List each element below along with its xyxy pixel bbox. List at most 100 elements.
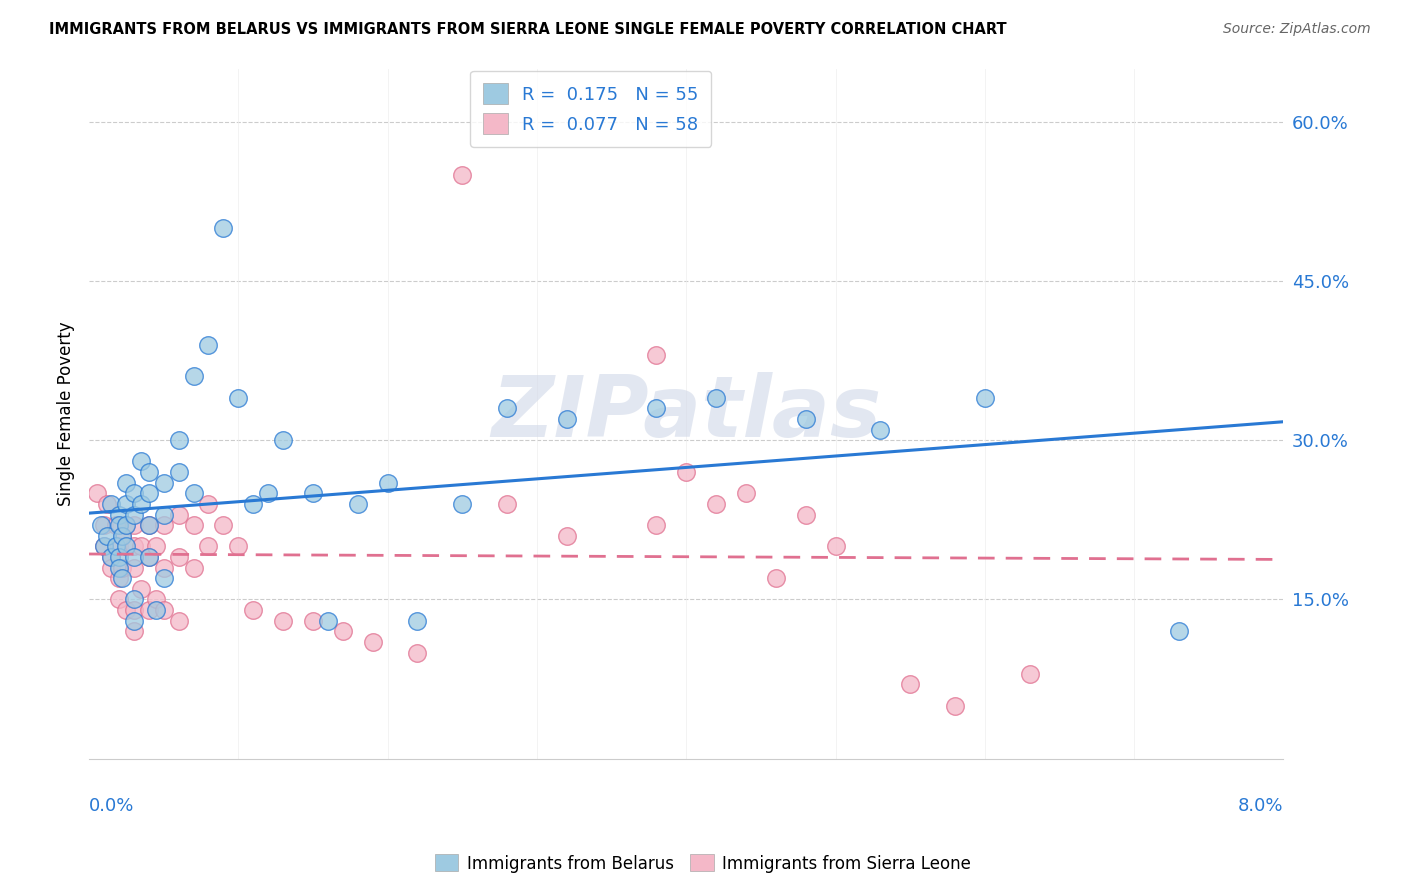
Point [152, 571, 174, 585]
Point [122, 518, 145, 533]
Point [138, 549, 160, 564]
Point [86, 486, 108, 500]
Point [228, 391, 250, 405]
Point [406, 614, 429, 628]
Point [152, 518, 174, 533]
Point [115, 497, 138, 511]
Point [145, 603, 167, 617]
Point [122, 624, 145, 639]
Point [197, 540, 219, 554]
Point [1167, 624, 1189, 639]
Legend: Immigrants from Belarus, Immigrants from Sierra Leone: Immigrants from Belarus, Immigrants from… [429, 847, 977, 880]
Point [131, 540, 153, 554]
Point [704, 391, 727, 405]
Point [108, 508, 131, 522]
Point [496, 497, 519, 511]
Point [898, 677, 921, 691]
Point [131, 497, 153, 511]
Point [377, 475, 399, 490]
Point [115, 475, 138, 490]
Point [93, 518, 115, 533]
Point [212, 220, 235, 235]
Point [104, 518, 127, 533]
Point [108, 549, 131, 564]
Point [122, 592, 145, 607]
Point [93, 540, 115, 554]
Point [167, 433, 190, 447]
Point [122, 508, 145, 522]
Point [122, 614, 145, 628]
Point [122, 540, 145, 554]
Point [555, 529, 578, 543]
Point [555, 412, 578, 426]
Point [735, 486, 758, 500]
Point [138, 465, 160, 479]
Point [138, 549, 160, 564]
Point [104, 540, 127, 554]
Text: 0.0%: 0.0% [89, 797, 135, 814]
Point [100, 549, 122, 564]
Point [271, 433, 294, 447]
Point [973, 391, 995, 405]
Point [316, 614, 339, 628]
Text: ZIPatlas: ZIPatlas [491, 372, 882, 455]
Point [167, 614, 190, 628]
Point [111, 560, 134, 574]
Point [943, 698, 966, 713]
Point [111, 529, 134, 543]
Point [167, 508, 190, 522]
Point [152, 603, 174, 617]
Point [138, 486, 160, 500]
Point [257, 486, 280, 500]
Point [100, 497, 122, 511]
Point [242, 603, 264, 617]
Point [704, 497, 727, 511]
Point [645, 401, 668, 416]
Point [167, 465, 190, 479]
Point [152, 560, 174, 574]
Y-axis label: Single Female Poverty: Single Female Poverty [58, 321, 75, 506]
Point [183, 518, 205, 533]
Point [765, 571, 787, 585]
Point [100, 549, 122, 564]
Point [96, 529, 118, 543]
Point [794, 412, 817, 426]
Point [152, 508, 174, 522]
Point [152, 475, 174, 490]
Point [451, 168, 474, 182]
Point [93, 540, 115, 554]
Point [645, 518, 668, 533]
Point [100, 560, 122, 574]
Point [794, 508, 817, 522]
Point [197, 337, 219, 351]
Text: 8.0%: 8.0% [1237, 797, 1284, 814]
Point [115, 603, 138, 617]
Point [90, 518, 112, 533]
Point [108, 571, 131, 585]
Point [406, 646, 429, 660]
Point [108, 540, 131, 554]
Point [183, 486, 205, 500]
Point [115, 518, 138, 533]
Point [131, 454, 153, 468]
Point [138, 603, 160, 617]
Point [824, 540, 846, 554]
Point [111, 529, 134, 543]
Point [302, 614, 325, 628]
Point [131, 582, 153, 596]
Point [675, 465, 697, 479]
Point [122, 486, 145, 500]
Point [271, 614, 294, 628]
Point [496, 401, 519, 416]
Text: Source: ZipAtlas.com: Source: ZipAtlas.com [1223, 22, 1371, 37]
Point [111, 571, 134, 585]
Point [96, 497, 118, 511]
Point [138, 518, 160, 533]
Point [1018, 666, 1040, 681]
Point [108, 560, 131, 574]
Point [145, 540, 167, 554]
Text: IMMIGRANTS FROM BELARUS VS IMMIGRANTS FROM SIERRA LEONE SINGLE FEMALE POVERTY CO: IMMIGRANTS FROM BELARUS VS IMMIGRANTS FR… [49, 22, 1007, 37]
Point [167, 549, 190, 564]
Point [145, 592, 167, 607]
Point [361, 635, 384, 649]
